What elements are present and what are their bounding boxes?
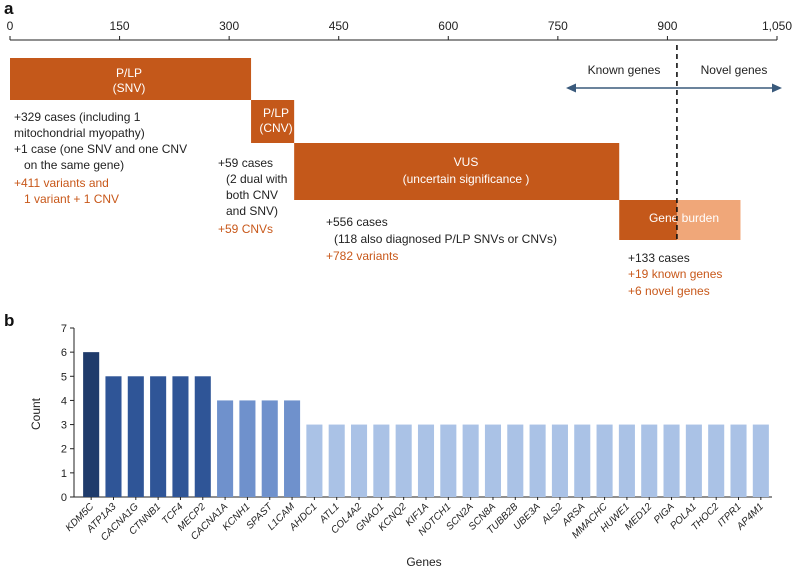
panel-a-tick-label: 600 (438, 19, 458, 33)
panel-a-boxes (10, 58, 741, 240)
panel-a-tick-label: 750 (548, 19, 568, 33)
bar (663, 424, 680, 497)
box-gene-burden-known (619, 200, 677, 240)
bar (83, 352, 100, 497)
bar (529, 424, 546, 497)
note-vus: +556 cases (118 also diagnosed P/LP SNVs… (326, 215, 557, 263)
y-tick-label: 3 (61, 420, 67, 432)
panel-a-tick-label: 900 (657, 19, 677, 33)
bar (440, 424, 457, 497)
bar (596, 424, 613, 497)
bar (172, 376, 189, 497)
y-tick-label: 2 (61, 444, 67, 456)
bar (395, 424, 412, 497)
bar (261, 400, 278, 497)
arrow-right-head (772, 83, 782, 93)
y-axis-title: Count (29, 397, 43, 430)
note-vus-line3: +782 variants (326, 249, 398, 263)
box-pl-snv-line1: P/LP (116, 66, 142, 80)
bar (618, 424, 635, 497)
bar (730, 424, 747, 497)
note-cnv-line3: both CNV (226, 188, 278, 202)
bar (350, 424, 368, 497)
panel-a-ticks: 0 150 300 450 600 750 900 1,050 (7, 19, 792, 40)
note-cnv-line1: +59 cases (218, 156, 273, 170)
note-snv-line2: mitochondrial myopathy) (14, 126, 145, 140)
x-tick-label: ALS2 (539, 501, 565, 527)
note-snv-line4: on the same gene) (24, 158, 124, 172)
bar (685, 424, 702, 497)
bar (641, 424, 658, 497)
box-pl-cnv-line1: P/LP (263, 106, 289, 120)
novel-genes-label: Novel genes (701, 63, 768, 77)
note-snv: +329 cases (including 1 mitochondrial my… (14, 110, 187, 206)
bar (127, 376, 144, 497)
bar (507, 424, 524, 497)
box-pl-snv-line2: (SNV) (113, 81, 146, 95)
note-cnv-line4: and SNV) (226, 204, 278, 218)
y-tick-label: 5 (61, 371, 67, 383)
note-snv-line3: +1 case (one SNV and one CNV (14, 142, 187, 156)
panel-a-tick-label: 1,050 (762, 19, 792, 33)
bar (708, 424, 725, 497)
bar (328, 424, 345, 497)
panel-a-tick-label: 0 (7, 19, 14, 33)
bar (417, 424, 435, 497)
note-burden: +133 cases +19 known genes +6 novel gene… (628, 251, 722, 298)
box-pl-snv (10, 58, 252, 100)
bar (217, 400, 234, 497)
bar (551, 424, 568, 497)
bar (105, 376, 122, 497)
y-tick-label: 7 (61, 323, 67, 335)
panel-a-letter: a (4, 0, 14, 18)
bar (306, 424, 323, 497)
bar (484, 424, 502, 497)
note-burden-line2: +19 known genes (628, 267, 722, 281)
y-tick-label: 1 (61, 468, 67, 480)
bar (239, 400, 256, 497)
note-burden-line1: +133 cases (628, 251, 690, 265)
box-vus-line2: (uncertain significance ) (403, 172, 530, 186)
box-pl-cnv (251, 100, 295, 143)
box-gene-burden-label: Gene burden (649, 211, 719, 225)
note-snv-line6: 1 variant + 1 CNV (24, 192, 119, 206)
note-snv-line5: +411 variants and (14, 176, 109, 190)
note-vus-line1: +556 cases (326, 215, 388, 229)
known-genes-label: Known genes (588, 63, 661, 77)
panel-b-chart: 01234567KDM5CATP1A3CACNA1GCTNNB1TCF4MECP… (61, 323, 772, 543)
note-cnv-line5: +59 CNVs (218, 222, 273, 236)
panel-a-tick-label: 300 (219, 19, 239, 33)
arrow-left-head (566, 83, 576, 93)
bar (752, 424, 769, 497)
box-vus (294, 143, 620, 200)
bar (150, 376, 167, 497)
panel-a-tick-label: 150 (110, 19, 130, 33)
box-vus-line1: VUS (454, 155, 479, 169)
bar (574, 424, 591, 497)
bar (373, 424, 390, 497)
bar (194, 376, 211, 497)
y-tick-label: 6 (61, 347, 67, 359)
box-gene-burden-novel (676, 200, 741, 240)
x-axis-title: Genes (406, 555, 441, 569)
panel-b-letter: b (4, 311, 14, 330)
note-vus-line2: (118 also diagnosed P/LP SNVs or CNVs) (334, 232, 557, 246)
y-tick-label: 0 (61, 492, 67, 504)
y-tick-label: 4 (61, 395, 67, 407)
box-pl-cnv-line2: (CNV) (259, 121, 292, 135)
bar (462, 424, 479, 497)
panel-a-tick-label: 450 (329, 19, 349, 33)
note-snv-line1: +329 cases (including 1 (14, 110, 141, 124)
note-burden-line3: +6 novel genes (628, 284, 710, 298)
bar (284, 400, 301, 497)
note-cnv: +59 cases (2 dual with both CNV and SNV)… (218, 156, 287, 236)
note-cnv-line2: (2 dual with (226, 172, 287, 186)
